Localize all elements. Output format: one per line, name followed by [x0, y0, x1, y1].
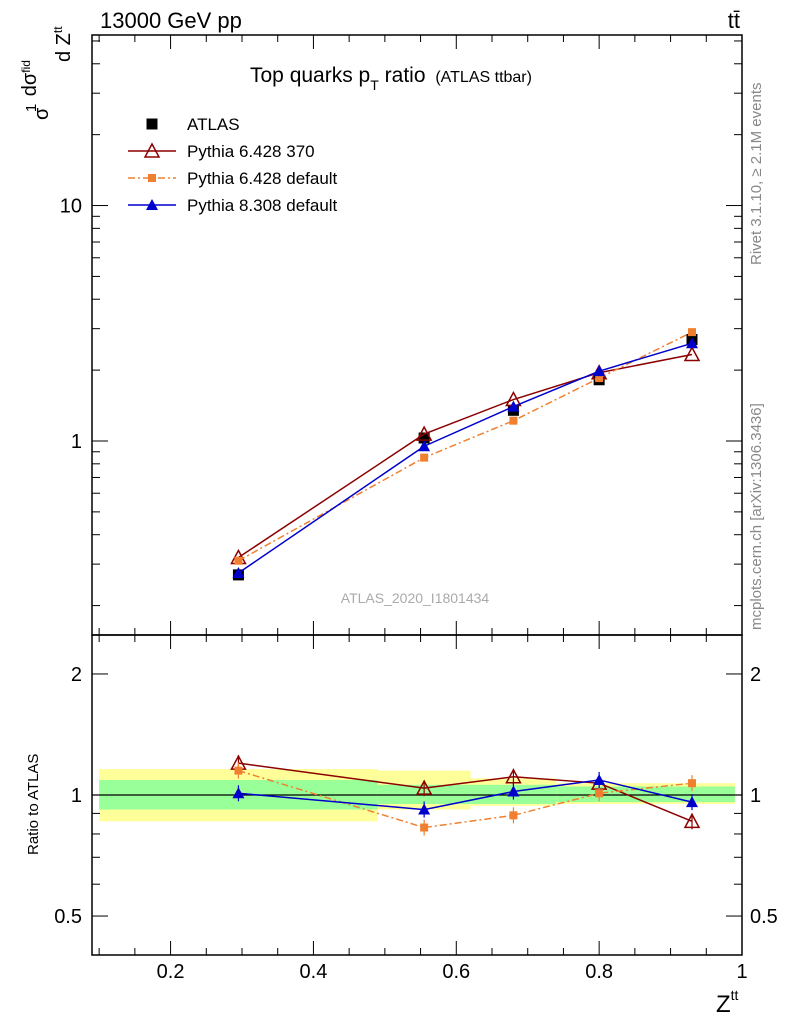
ratio-y-tick-label-right: 0.5: [750, 906, 778, 928]
ylabel-num2: dσ: [19, 72, 41, 96]
ratio-data-point: [232, 787, 245, 799]
header-left: 13000 GeV pp: [100, 8, 242, 33]
title-main: Top quarks p: [250, 64, 370, 87]
ylabel-den1: σ: [31, 107, 53, 120]
title-small: (ATLAS ttbar): [435, 69, 532, 86]
data-point: [415, 425, 433, 441]
data-point: [507, 400, 520, 412]
stat-uncertainty-band: [642, 786, 735, 803]
title-rest: ratio: [379, 64, 426, 87]
series-pythia-6-428-370: [230, 345, 701, 565]
ratio-series-pythia-8-308-default: [232, 771, 698, 818]
legend-marker: [148, 174, 156, 182]
data-point: [509, 416, 518, 425]
x-tick-label: 0.2: [157, 961, 185, 983]
series-line: [238, 353, 693, 559]
ratio-data-point: [509, 811, 518, 820]
ratio-data-point: [507, 785, 520, 797]
ratio-y-tick-label-left: 1: [71, 785, 82, 807]
x-axis-label-main: Z: [716, 991, 731, 1018]
ratio-y-tick-label-left: 2: [71, 664, 82, 686]
analysis-watermark: ATLAS_2020_I1801434: [341, 590, 490, 606]
ratio-data-point: [686, 796, 698, 808]
data-point: [683, 345, 701, 362]
x-tick-label: 1: [736, 961, 747, 983]
legend-entry-label: ATLAS: [187, 115, 240, 134]
ylabel-den2: d Z: [53, 33, 75, 62]
ratio-data-point: [505, 768, 522, 784]
legend-marker: [146, 118, 158, 130]
data-point: [593, 365, 606, 377]
x-tick-label: 0.4: [300, 961, 328, 983]
svg-text:d Ztt: d Ztt: [51, 26, 75, 62]
series-line: [238, 342, 693, 574]
series-pythia-6-428-default: [234, 328, 696, 565]
mcplots-label: mcplots.cern.ch [arXiv:1306.3436]: [748, 403, 765, 630]
rivet-label: Rivet 3.1.10, ≥ 2.1M events: [748, 83, 765, 266]
legend-entry-label: Pythia 8.308 default: [187, 196, 338, 215]
x-axis-label-sup: tt: [731, 987, 739, 1003]
legend-entry-label: Pythia 6.428 default: [187, 169, 338, 188]
ratio-data-point: [683, 812, 701, 829]
ratio-y-tick-label-right: 2: [750, 664, 761, 686]
header-right: tt̄: [728, 8, 740, 33]
series-pythia-8-308-default: [232, 337, 698, 579]
y-tick-label: 10: [60, 196, 82, 218]
ratio-data-point: [234, 766, 243, 775]
ratio-panel: 0.2 0.4 0.6 0.8 1 0.5 0.5 1 1 2 2: [54, 634, 778, 983]
svg-text:Top quarks pT ratio (ATL: Top quarks pT ratio (ATLAS ttbar): [250, 64, 532, 93]
ratio-data-point: [420, 823, 429, 832]
x-axis-label: Ztt: [716, 987, 739, 1018]
ratio-ylabel: Ratio to ATLAS: [25, 754, 42, 855]
ratio-data-point: [688, 779, 696, 788]
data-point: [234, 556, 243, 565]
series-line: [238, 331, 693, 562]
data-point: [688, 328, 696, 337]
ratio-y-tick-label-left: 0.5: [54, 906, 82, 928]
ratio-y-tick-label-right: 1: [750, 785, 761, 807]
data-point: [420, 453, 429, 462]
title-sub: T: [370, 77, 379, 93]
data-point: [418, 440, 431, 452]
data-point: [686, 337, 698, 349]
y-tick-label: 1: [71, 431, 82, 453]
ylabel-num1: 1: [23, 104, 40, 112]
ylabel-den2-sup: tt: [51, 26, 65, 33]
ratio-data-point: [595, 789, 604, 798]
ratio-data-point: [593, 773, 606, 785]
x-tick-label: 0.8: [585, 961, 613, 983]
svg-text:σ 1 dσfid: σ 1 dσfid: [19, 60, 53, 120]
legend-entry-label: Pythia 6.428 370: [187, 142, 315, 161]
main-ylabel: σ 1 dσfid d Ztt: [19, 26, 75, 120]
series-atlas: [232, 333, 698, 581]
legend-marker: [146, 199, 158, 210]
legend-marker: [143, 142, 161, 158]
ratio-data-point: [415, 779, 433, 795]
data-point: [232, 567, 245, 579]
data-point: [595, 374, 604, 383]
x-tick-label: 0.6: [442, 961, 470, 983]
legend: ATLAS Pythia 6.428 370 Pythia 6.428 defaul…: [128, 115, 338, 215]
ratio-series-pythia-6-428-370: [230, 754, 701, 830]
data-point: [418, 432, 430, 444]
ratio-data-point: [418, 803, 431, 815]
main-title: Top quarks pT ratio (ATLAS ttbar): [250, 64, 532, 93]
ylabel-num2-sup: fid: [19, 60, 33, 73]
main-panel: 1 10: [60, 34, 743, 955]
